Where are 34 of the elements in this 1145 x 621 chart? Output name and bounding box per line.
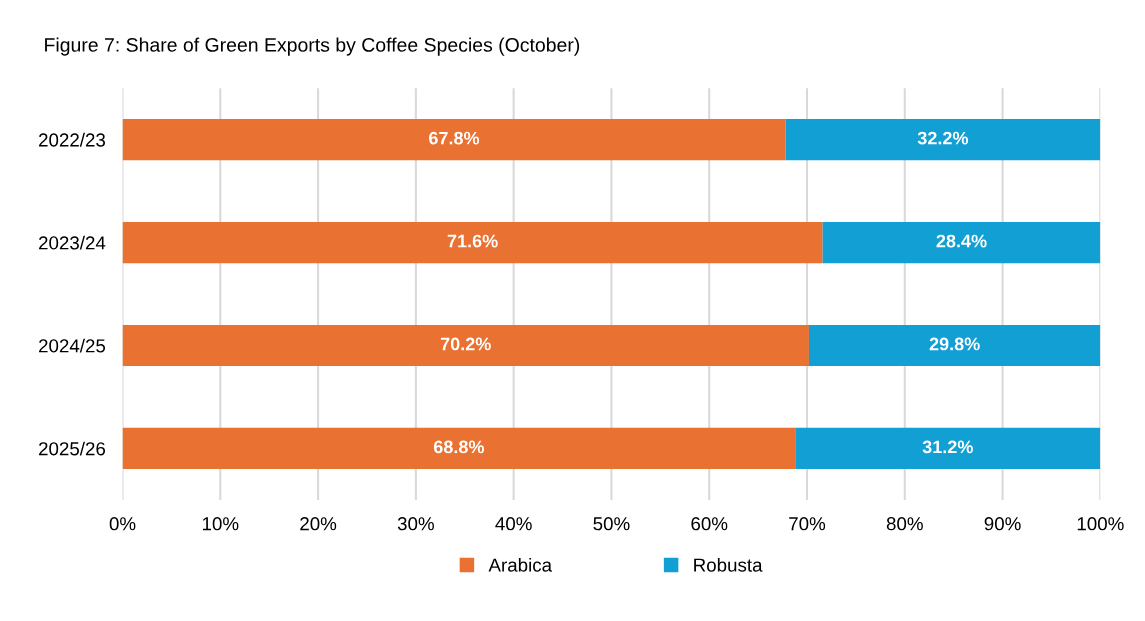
data-label: 68.8% [433,440,485,454]
x-tick-label: 50% [593,517,630,531]
x-tick-label: 20% [300,517,337,531]
bar [122,119,786,161]
legend-label: Robusta [694,557,763,572]
x-tick-label: 10% [202,517,239,531]
x-tick-label: 80% [886,517,923,531]
y-tick-label: 2024/25 [39,338,106,353]
bar [122,427,796,470]
x-tick-label: 70% [789,517,826,531]
x-tick-label: 30% [397,517,434,531]
x-tick-label: 0% [109,517,136,531]
x-tick-label: 40% [495,517,532,531]
data-label: 67.8% [429,131,480,145]
data-label: 31.2% [922,440,973,454]
bar [795,427,1101,470]
y-tick-label: 2025/26 [39,441,106,456]
data-label: 29.8% [929,337,980,351]
bar [122,221,823,264]
legend-label: Arabica [488,557,553,572]
bar [808,324,1101,367]
y-tick-label: 2022/23 [39,132,106,147]
bar [122,324,809,367]
chart-title: Figure 7: Share of Green Exports by Coffee Species (October) [45,37,580,56]
y-tick-label: 2023/24 [39,235,106,250]
bar [822,221,1101,264]
x-tick-label: 90% [984,517,1021,531]
data-label: 71.6% [447,234,498,248]
x-tick-label: 100% [1077,517,1124,531]
data-label: 70.2% [440,337,491,351]
x-tick-label: 60% [691,517,728,531]
data-label: 32.2% [917,131,969,145]
bar [785,119,1101,161]
data-label: 28.4% [936,234,987,248]
